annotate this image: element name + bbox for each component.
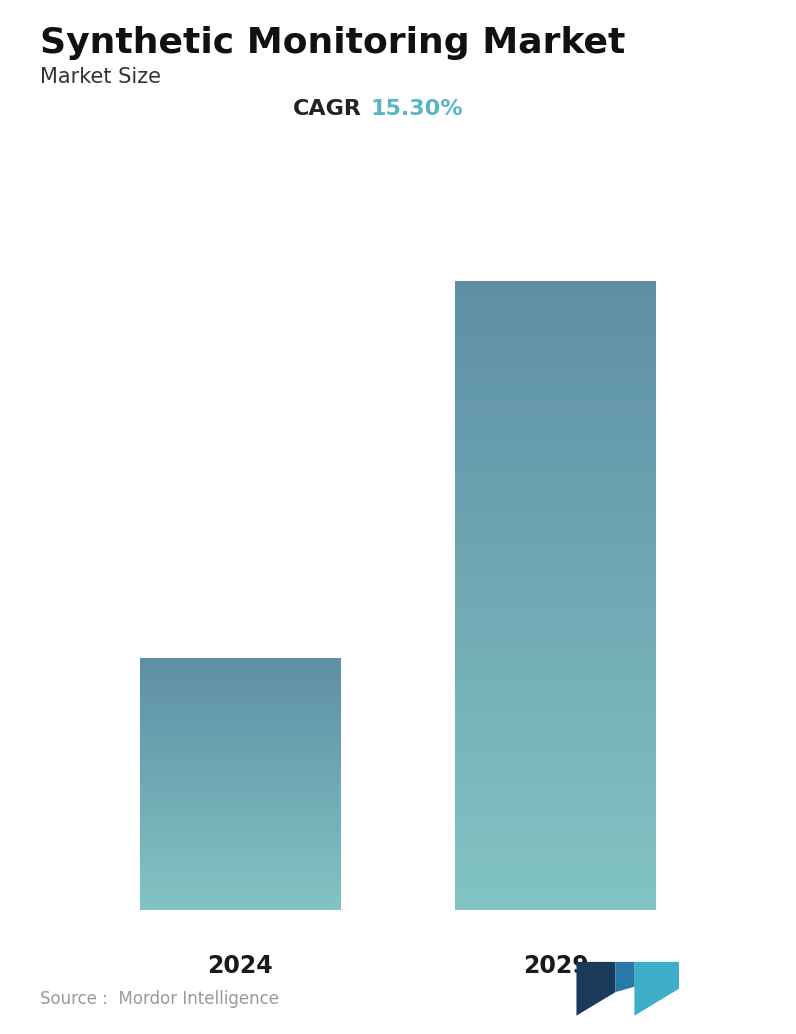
Text: 15.30%: 15.30% — [370, 98, 462, 119]
Text: 2024: 2024 — [208, 954, 273, 978]
Polygon shape — [615, 962, 634, 993]
Text: 2029: 2029 — [523, 954, 588, 978]
Text: Synthetic Monitoring Market: Synthetic Monitoring Market — [40, 26, 625, 60]
Polygon shape — [576, 962, 615, 1015]
Text: Source :  Mordor Intelligence: Source : Mordor Intelligence — [40, 991, 279, 1008]
Text: CAGR: CAGR — [293, 98, 362, 119]
Text: Market Size: Market Size — [40, 67, 161, 87]
Polygon shape — [634, 962, 679, 1015]
